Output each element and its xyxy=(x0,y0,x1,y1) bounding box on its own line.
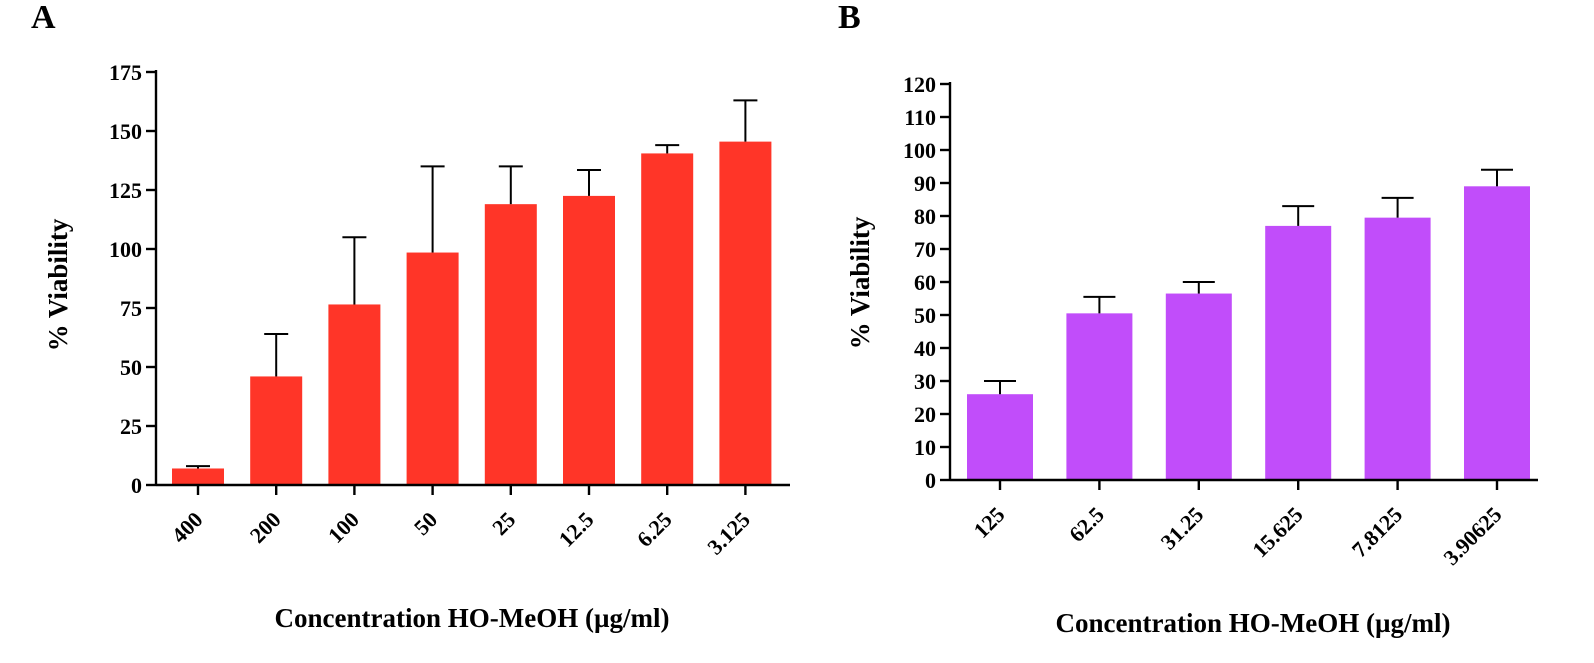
x-ticks-b: 125 62.5 31.25 15.625 7.8125 3.90625 xyxy=(969,480,1507,570)
y-axis-title-b: % Viability xyxy=(845,216,875,349)
error-bars-a xyxy=(186,99,758,469)
x-axis-title-b: Concentration HO-MeOH (µg/ml) xyxy=(1056,608,1451,638)
bar-a-12.5 xyxy=(563,195,615,485)
y-tick-label: 70 xyxy=(914,237,936,262)
x-tick-label: 25 xyxy=(487,507,520,540)
chart-panel-a: A 0 25 50 75 100 125 150 175 400 200 100 50 25 12.5 6… xyxy=(31,0,790,633)
y-tick-label: 0 xyxy=(925,468,936,493)
error-bar-b-31.25 xyxy=(1182,281,1215,294)
y-tick-label: 100 xyxy=(109,237,142,262)
bar-a-50 xyxy=(406,252,459,485)
panel-label-a: A xyxy=(31,0,56,36)
x-tick-label: 15.625 xyxy=(1247,502,1307,562)
y-tick-label: 40 xyxy=(914,336,936,361)
y-tick-label: 110 xyxy=(904,105,936,130)
panel-label-b: B xyxy=(838,0,861,36)
y-tick-label: 10 xyxy=(914,435,936,460)
y-tick-label: 90 xyxy=(914,171,936,196)
y-tick-label: 175 xyxy=(109,60,142,85)
bar-b-62.5 xyxy=(1066,313,1133,480)
bars-a xyxy=(172,141,772,486)
bar-a-3.125 xyxy=(719,141,772,485)
error-bar-a-12.5 xyxy=(577,168,601,196)
y-tick-label: 125 xyxy=(109,178,142,203)
y-tick-label: 25 xyxy=(120,414,142,439)
x-tick-label: 31.25 xyxy=(1156,502,1209,555)
error-bar-a-25 xyxy=(498,165,523,205)
error-bar-b-62.5 xyxy=(1083,295,1116,314)
error-bar-a-50 xyxy=(420,165,445,253)
x-ticks-a: 400 200 100 50 25 12.5 6.25 3.125 xyxy=(167,485,755,560)
y-ticks-a: 0 25 50 75 100 125 150 175 xyxy=(109,60,156,498)
y-tick-label: 0 xyxy=(131,473,142,498)
bar-b-7.8125 xyxy=(1364,217,1431,480)
x-tick-label: 3.90625 xyxy=(1438,502,1506,570)
chart-panel-b: B 0 10 20 30 40 50 60 70 80 90 100 110 120 125 62.5 31… xyxy=(838,0,1538,638)
y-tick-label: 100 xyxy=(903,138,936,163)
error-bar-a-200 xyxy=(264,332,289,377)
y-tick-label: 80 xyxy=(914,204,936,229)
x-tick-label: 6.25 xyxy=(632,507,677,552)
error-bars-b xyxy=(984,168,1513,395)
error-bar-a-400 xyxy=(186,465,210,469)
y-tick-label: 150 xyxy=(109,119,142,144)
error-bar-a-3.125 xyxy=(733,99,758,142)
error-bar-b-3.90625 xyxy=(1481,168,1513,187)
bar-a-400 xyxy=(172,468,224,485)
x-tick-label: 400 xyxy=(167,507,208,548)
y-tick-label: 30 xyxy=(914,369,936,394)
bar-a-200 xyxy=(250,376,303,485)
y-tick-label: 20 xyxy=(914,402,936,427)
x-tick-label: 50 xyxy=(409,507,442,540)
y-tick-label: 75 xyxy=(120,296,142,321)
y-tick-label: 50 xyxy=(120,355,142,380)
x-tick-label: 100 xyxy=(323,507,364,548)
x-tick-label: 3.125 xyxy=(702,507,755,560)
bars-b xyxy=(967,186,1530,481)
y-tick-label: 120 xyxy=(903,72,936,97)
error-bar-b-7.8125 xyxy=(1381,196,1414,218)
x-tick-label: 12.5 xyxy=(554,507,599,552)
x-axis-title-a: Concentration HO-MeOH (µg/ml) xyxy=(275,603,670,633)
error-bar-a-6.25 xyxy=(655,144,680,154)
x-tick-label: 125 xyxy=(969,502,1010,543)
bar-b-3.90625 xyxy=(1464,186,1530,481)
x-tick-label: 7.8125 xyxy=(1347,502,1407,562)
axes-a xyxy=(154,70,790,487)
y-axis-title-a: % Viability xyxy=(43,218,73,351)
bar-a-25 xyxy=(484,204,537,485)
y-tick-label: 60 xyxy=(914,270,936,295)
bar-b-15.625 xyxy=(1265,225,1332,480)
bar-a-6.25 xyxy=(641,153,694,486)
error-bar-a-100 xyxy=(342,236,367,305)
error-bar-b-125 xyxy=(984,380,1016,395)
x-tick-label: 200 xyxy=(245,507,286,548)
x-tick-label: 62.5 xyxy=(1064,502,1109,547)
axes-b xyxy=(948,82,1538,482)
error-bar-b-15.625 xyxy=(1282,205,1315,226)
bar-a-100 xyxy=(328,304,381,485)
bar-b-31.25 xyxy=(1165,293,1232,480)
y-ticks-b: 0 10 20 30 40 50 60 70 80 90 100 110 120 xyxy=(903,72,950,493)
bar-b-125 xyxy=(967,394,1033,480)
y-tick-label: 50 xyxy=(914,303,936,328)
